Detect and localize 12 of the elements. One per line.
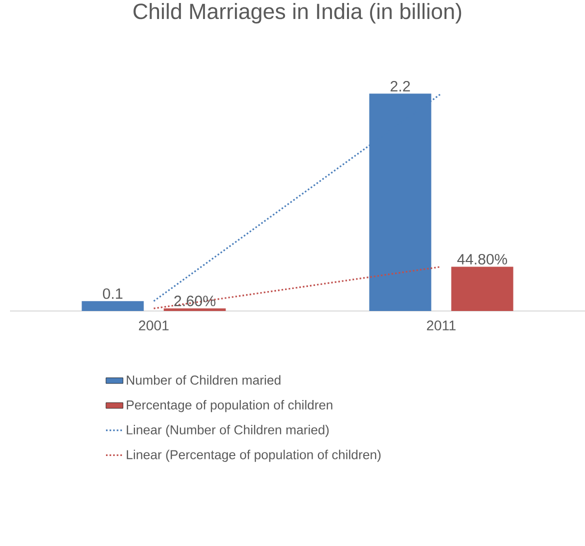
x-tick-label: 2001 xyxy=(138,320,169,330)
data-label: 2.2 xyxy=(390,80,410,92)
legend-label: Linear (Number of Children maried) xyxy=(126,424,329,437)
legend-label: Number of Children maried xyxy=(126,375,280,385)
data-label: 44.80% xyxy=(457,254,508,265)
x-tick-label: 2011 xyxy=(426,320,456,330)
legend-label: Linear (Percentage of population of children) xyxy=(126,450,381,462)
data-label: 0.1 xyxy=(102,288,122,299)
chart-title: Child Marriages in India (in billion) xyxy=(134,3,462,24)
bar xyxy=(451,266,514,311)
bar xyxy=(82,301,144,311)
legend-label: Percentage of population of children xyxy=(126,400,332,412)
